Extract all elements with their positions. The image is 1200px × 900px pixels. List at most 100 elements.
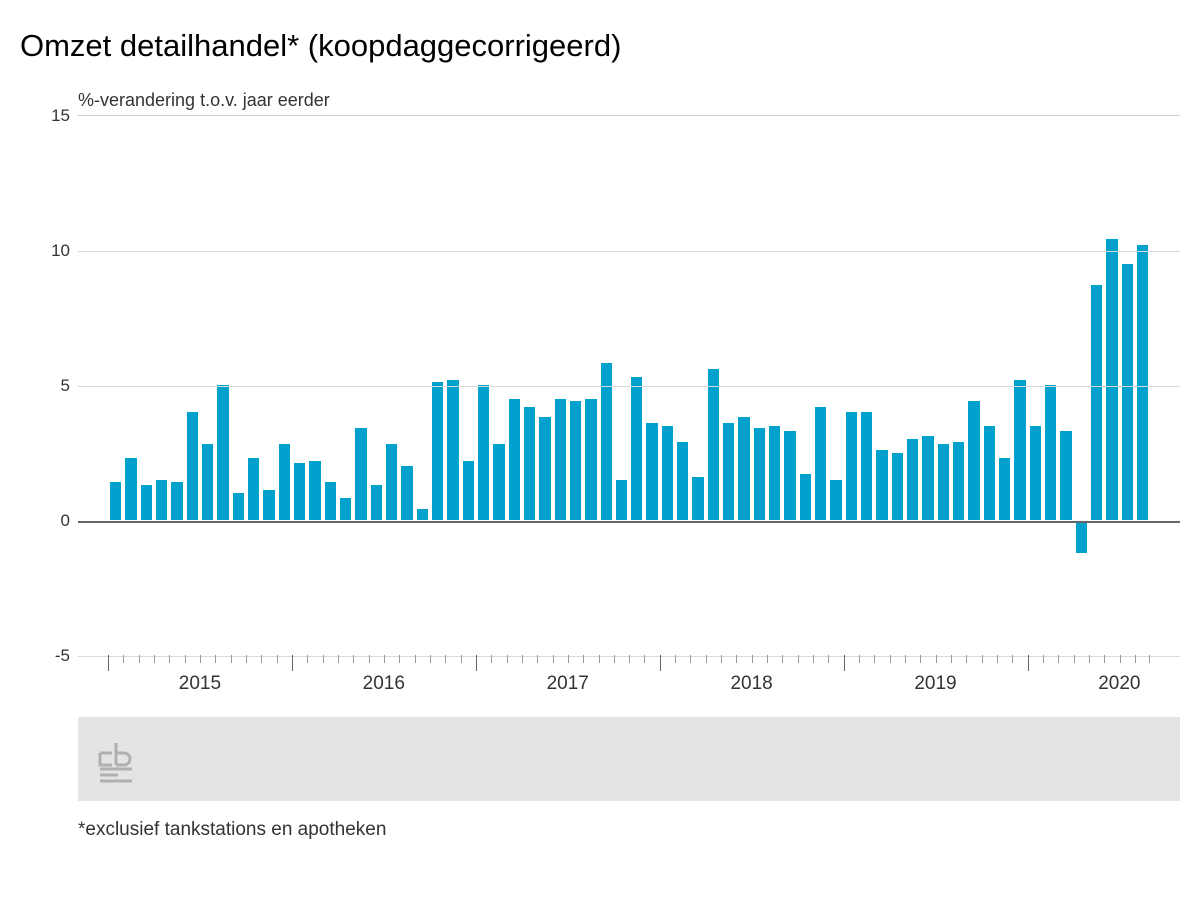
bar [447, 380, 458, 520]
bar [294, 463, 305, 520]
tick-minor [507, 655, 508, 663]
tick-minor [859, 655, 860, 663]
tick-minor [200, 655, 201, 663]
tick-minor [307, 655, 308, 663]
tick-minor [1135, 655, 1136, 663]
bar [662, 426, 673, 521]
bar [570, 401, 581, 520]
bar [279, 444, 290, 520]
tick-minor [123, 655, 124, 663]
tick-minor [445, 655, 446, 663]
tick-minor [767, 655, 768, 663]
bar [907, 439, 918, 520]
tick-minor [338, 655, 339, 663]
tick-minor [982, 655, 983, 663]
x-year-label: 2016 [363, 673, 405, 695]
tick-minor [568, 655, 569, 663]
bar [846, 412, 857, 520]
bar [1014, 380, 1025, 520]
tick-minor [139, 655, 140, 663]
bar [984, 426, 995, 521]
bar [830, 480, 841, 521]
tick-minor [629, 655, 630, 663]
tick-minor [553, 655, 554, 663]
tick-minor [1043, 655, 1044, 663]
bar [999, 458, 1010, 520]
bar [171, 482, 182, 520]
y-tick-label: 5 [28, 376, 78, 396]
tick-minor [399, 655, 400, 663]
bar [1091, 285, 1102, 520]
bar [371, 485, 382, 520]
bar [1137, 245, 1148, 520]
tick-minor [1089, 655, 1090, 663]
tick-minor [185, 655, 186, 663]
bar [1045, 385, 1056, 520]
tick-minor [752, 655, 753, 663]
tick-minor [890, 655, 891, 663]
tick-minor [277, 655, 278, 663]
bar [1076, 521, 1087, 553]
tick-minor [997, 655, 998, 663]
x-year-label: 2017 [547, 673, 589, 695]
bar [876, 450, 887, 520]
y-tick-label: 10 [28, 241, 78, 261]
tick-minor [215, 655, 216, 663]
bar [432, 382, 443, 520]
bar [646, 423, 657, 520]
tick-minor [828, 655, 829, 663]
bar [401, 466, 412, 520]
x-year-label: 2020 [1098, 673, 1140, 695]
bar [1030, 426, 1041, 521]
bar [938, 444, 949, 520]
tick-minor [798, 655, 799, 663]
tick-major [660, 655, 661, 671]
x-year-label: 2019 [914, 673, 956, 695]
bar [677, 442, 688, 520]
bar [509, 399, 520, 521]
bar [309, 461, 320, 520]
tick-minor [169, 655, 170, 663]
bar [263, 490, 274, 520]
tick-minor [1120, 655, 1121, 663]
bar [1106, 239, 1117, 520]
y-tick-label: 0 [28, 511, 78, 531]
bar [248, 458, 259, 520]
chart-title: Omzet detailhandel* (koopdaggecorrigeerd… [20, 28, 1180, 64]
footer-band [78, 717, 1180, 801]
chart-container: Omzet detailhandel* (koopdaggecorrigeerd… [0, 0, 1200, 900]
bar [585, 399, 596, 521]
bar [815, 407, 826, 520]
bar [922, 436, 933, 520]
bar [156, 480, 167, 521]
bar [340, 498, 351, 520]
y-tick-label: 15 [28, 106, 78, 126]
x-year-label: 2018 [730, 673, 772, 695]
tick-minor [491, 655, 492, 663]
bar [800, 474, 811, 520]
tick-minor [1074, 655, 1075, 663]
bar [754, 428, 765, 520]
bar [325, 482, 336, 520]
bar [968, 401, 979, 520]
bar [861, 412, 872, 520]
gridline [78, 386, 1180, 387]
tick-minor [614, 655, 615, 663]
bar [187, 412, 198, 520]
tick-minor [353, 655, 354, 663]
bar [233, 493, 244, 520]
tick-major [292, 655, 293, 671]
tick-minor [920, 655, 921, 663]
tick-minor [874, 655, 875, 663]
tick-major [108, 655, 109, 671]
tick-minor [323, 655, 324, 663]
bar [708, 369, 719, 520]
tick-minor [522, 655, 523, 663]
bar [738, 417, 749, 520]
tick-minor [415, 655, 416, 663]
x-ticks [108, 655, 1150, 683]
tick-minor [721, 655, 722, 663]
bar [217, 385, 228, 520]
tick-minor [1104, 655, 1105, 663]
gridline [78, 251, 1180, 252]
